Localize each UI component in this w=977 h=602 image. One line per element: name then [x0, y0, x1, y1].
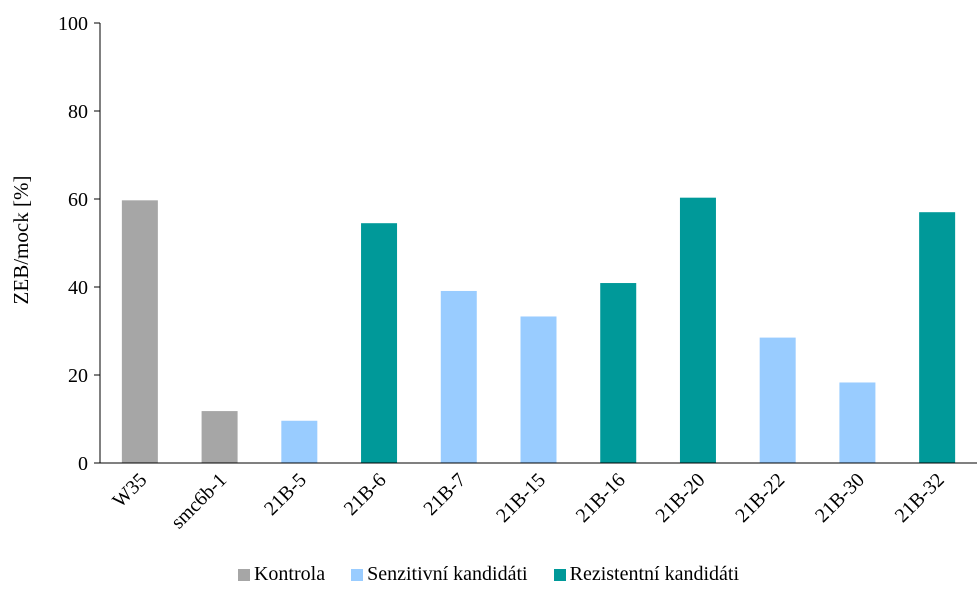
bar-21B-20 — [679, 197, 716, 463]
x-tick-label: smc6b-1 — [167, 469, 231, 533]
legend-item-kontrola: Kontrola — [237, 563, 326, 586]
y-tick-label: 60 — [68, 189, 88, 211]
x-tick-label: 21B-15 — [492, 469, 550, 527]
bar-W35 — [121, 200, 158, 463]
bar-21B-5 — [281, 420, 318, 463]
legend: Kontrola Senzitivní kandidáti Rezistentn… — [0, 563, 977, 586]
y-tick-label: 100 — [58, 13, 88, 35]
y-tick-label: 80 — [68, 101, 88, 123]
bar-21B-16 — [600, 283, 637, 463]
legend-swatch-rezistentni — [553, 568, 566, 581]
bar-21B-32 — [919, 212, 956, 463]
legend-swatch-kontrola — [237, 568, 250, 581]
x-tick-label: 21B-16 — [572, 469, 630, 527]
x-tick-label: 21B-22 — [731, 469, 789, 527]
x-tick-label: 21B-7 — [419, 469, 470, 520]
legend-swatch-senzitivni — [351, 568, 364, 581]
legend-item-senzitivni: Senzitivní kandidáti — [351, 563, 528, 586]
legend-label: Kontrola — [253, 563, 326, 585]
bar-21B-7 — [440, 290, 477, 463]
bar-smc6b-1 — [201, 411, 238, 463]
bar-21B-30 — [839, 382, 876, 463]
legend-label: Senzitivní kandidáti — [367, 563, 528, 585]
y-tick-label: 0 — [78, 453, 88, 475]
x-tick-label: 21B-6 — [340, 469, 391, 520]
y-tick-label: 20 — [68, 365, 88, 387]
bar-21B-6 — [361, 223, 398, 463]
y-tick-label: 40 — [68, 277, 88, 299]
x-tick-label: W35 — [108, 469, 151, 512]
x-tick-label: 21B-32 — [891, 469, 949, 527]
x-tick-label: 21B-5 — [260, 469, 311, 520]
x-tick-label: 21B-30 — [811, 469, 869, 527]
y-axis-title: ZEB/mock [%] — [9, 176, 33, 305]
bar-21B-15 — [520, 316, 557, 463]
bar-21B-22 — [759, 337, 796, 463]
legend-item-rezistentni: Rezistentní kandidáti — [553, 563, 740, 586]
legend-label: Rezistentní kandidáti — [569, 563, 740, 585]
x-tick-label: 21B-20 — [652, 469, 710, 527]
